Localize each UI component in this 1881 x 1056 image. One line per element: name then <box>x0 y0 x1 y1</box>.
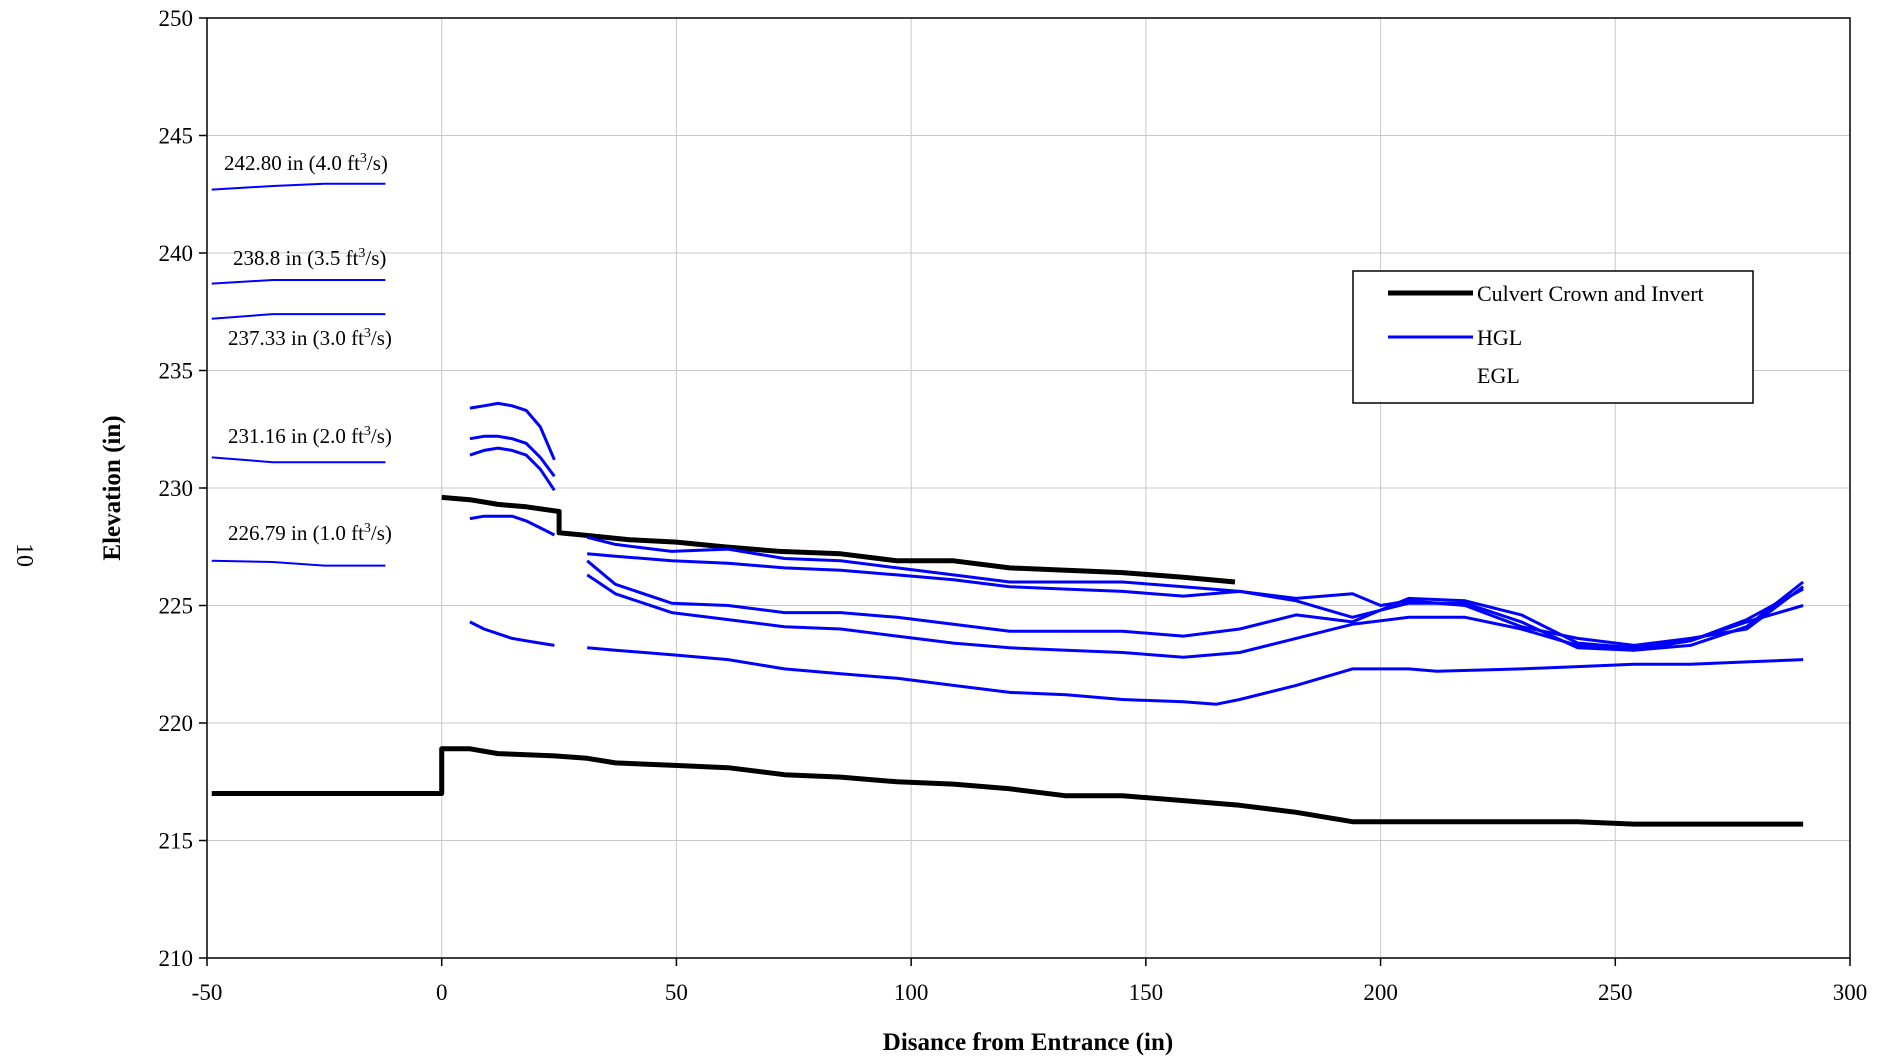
x-tick-label: 0 <box>436 980 448 1005</box>
hgl-line-10 <box>586 573 1804 659</box>
y-tick-label: 245 <box>159 124 194 149</box>
y-tick-label: 240 <box>159 241 194 266</box>
annotation-4cfs: 242.80 in (4.0 ft3/s) <box>224 151 388 175</box>
x-tick-label: 300 <box>1833 980 1868 1005</box>
x-tick-label: 150 <box>1129 980 1164 1005</box>
legend-label-hgl: HGL <box>1477 325 1522 350</box>
headwater-line-4 <box>211 559 386 567</box>
headwater-line-0 <box>211 182 386 191</box>
y-tick-label: 220 <box>159 711 194 736</box>
headwater-line-3 <box>211 456 386 464</box>
culvert-line-1 <box>211 746 1804 827</box>
y-tick-label: 235 <box>159 359 194 384</box>
headwater-line-1 <box>211 279 386 285</box>
y-tick-label: 215 <box>159 829 194 854</box>
legend-label-culvert: Culvert Crown and Invert <box>1477 281 1704 306</box>
annotation-3cfs: 237.33 in (3.0 ft3/s) <box>228 326 392 350</box>
x-tick-label: -50 <box>192 980 223 1005</box>
y-axis-title: Elevation (in) <box>99 415 126 560</box>
headwater-line-2 <box>211 313 386 320</box>
page-number: 10 <box>11 543 37 567</box>
legend: Culvert Crown and Invert HGL EGL <box>1352 270 1754 404</box>
axis-ticks: -50 0 50 100 150 200 250 300 210 215 220 225 230 235 2… <box>159 6 1868 1005</box>
hgl-line-9 <box>586 559 1804 650</box>
culvert-line-0 <box>441 494 1236 585</box>
x-axis-title: Disance from Entrance (in) <box>883 1029 1173 1056</box>
y-tick-label: 225 <box>159 594 194 619</box>
hgl-line-5 <box>469 514 556 537</box>
series-lines <box>211 401 1805 827</box>
annotation-3-5cfs: 238.8 in (3.5 ft3/s) <box>233 246 386 270</box>
hgl-line-2 <box>469 401 556 461</box>
headwater-lines <box>211 182 386 567</box>
x-tick-label: 100 <box>894 980 929 1005</box>
legend-label-egl: EGL <box>1477 363 1520 388</box>
annotation-1cfs: 226.79 in (1.0 ft3/s) <box>228 521 392 545</box>
hgl-line-7 <box>587 552 1804 647</box>
y-tick-label: 210 <box>159 946 194 971</box>
hgl-line-4 <box>469 446 556 492</box>
hgl-line-8 <box>586 535 1805 652</box>
hgl-line-11 <box>587 646 1804 706</box>
hgl-line-3 <box>469 434 556 478</box>
x-tick-label: 200 <box>1363 980 1398 1005</box>
x-tick-label: 50 <box>665 980 688 1005</box>
hgl-line-6 <box>469 620 555 647</box>
y-tick-label: 230 <box>159 476 194 501</box>
y-tick-label: 250 <box>159 6 194 31</box>
annotation-2cfs: 231.16 in (2.0 ft3/s) <box>228 424 392 448</box>
x-tick-label: 250 <box>1598 980 1633 1005</box>
